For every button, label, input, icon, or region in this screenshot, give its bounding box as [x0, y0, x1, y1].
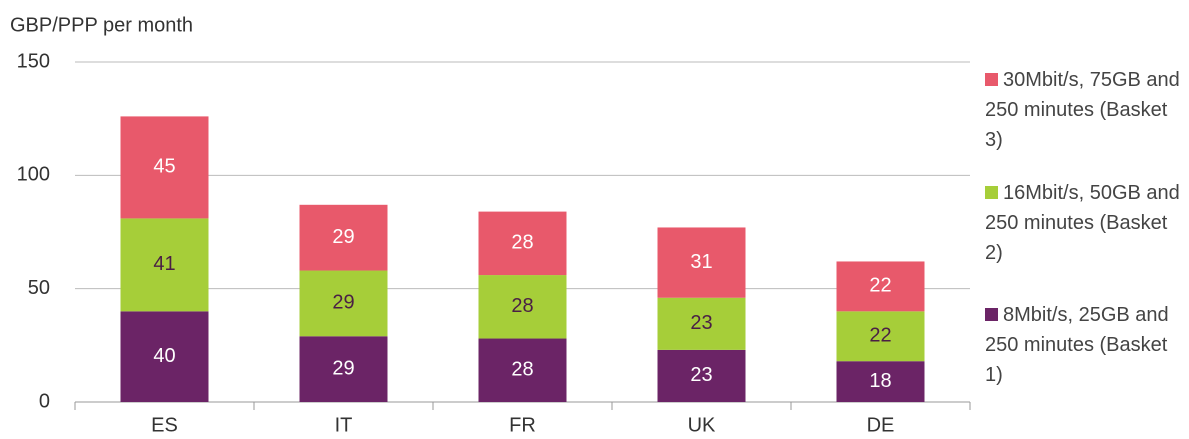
bar-segment [120, 311, 209, 402]
legend-label: 16Mbit/s, 50GB and 250 minutes (Basket 2… [985, 182, 1180, 264]
bar-segment [657, 297, 746, 350]
y-tick-label: 100 [17, 164, 50, 186]
bar-segment [478, 211, 567, 276]
data-label: 23 [690, 364, 712, 386]
data-label: 40 [153, 345, 175, 367]
data-label: 22 [869, 325, 891, 347]
bar-segment [836, 311, 925, 362]
bar-segment [478, 275, 567, 339]
legend-swatch [985, 308, 998, 321]
data-label: 18 [869, 370, 891, 392]
legend-entry: 8Mbit/s, 25GB and 250 minutes (Basket 1) [985, 300, 1185, 390]
bar-segment [299, 270, 388, 337]
x-tick-label: ES [151, 414, 178, 436]
data-label: 28 [511, 232, 533, 254]
data-label: 22 [869, 275, 891, 297]
data-label: 29 [332, 226, 354, 248]
data-label: 29 [332, 292, 354, 314]
legend-entry: 16Mbit/s, 50GB and 250 minutes (Basket 2… [985, 178, 1185, 268]
x-tick-label: DE [867, 414, 895, 436]
bar-segment [657, 349, 746, 402]
bar-segment [120, 116, 209, 219]
bar-segment [657, 227, 746, 298]
axis-title: GBP/PPP per month [10, 14, 193, 36]
bar-segment [120, 218, 209, 312]
data-label: 23 [690, 312, 712, 334]
bar-segment [299, 336, 388, 402]
legend-label: 30Mbit/s, 75GB and 250 minutes (Basket 3… [985, 69, 1180, 151]
bar-segment [299, 204, 388, 271]
legend-entry: 30Mbit/s, 75GB and 250 minutes (Basket 3… [985, 65, 1185, 155]
bar-segment [836, 361, 925, 402]
data-label: 28 [511, 295, 533, 317]
legend-swatch [985, 73, 998, 86]
bar-segment [836, 261, 925, 312]
data-label: 28 [511, 359, 533, 381]
legend-label: 8Mbit/s, 25GB and 250 minutes (Basket 1) [985, 304, 1169, 386]
data-label: 29 [332, 357, 354, 379]
data-label: 45 [153, 156, 175, 178]
x-tick-label: IT [335, 414, 353, 436]
data-label: 31 [690, 251, 712, 273]
y-tick-label: 50 [28, 277, 50, 299]
y-tick-label: 0 [39, 390, 50, 412]
data-label: 41 [153, 253, 175, 275]
y-tick-label: 150 [17, 50, 50, 72]
x-tick-label: FR [509, 414, 536, 436]
bar-segment [478, 338, 567, 402]
x-tick-label: UK [688, 414, 716, 436]
legend-swatch [985, 186, 998, 199]
